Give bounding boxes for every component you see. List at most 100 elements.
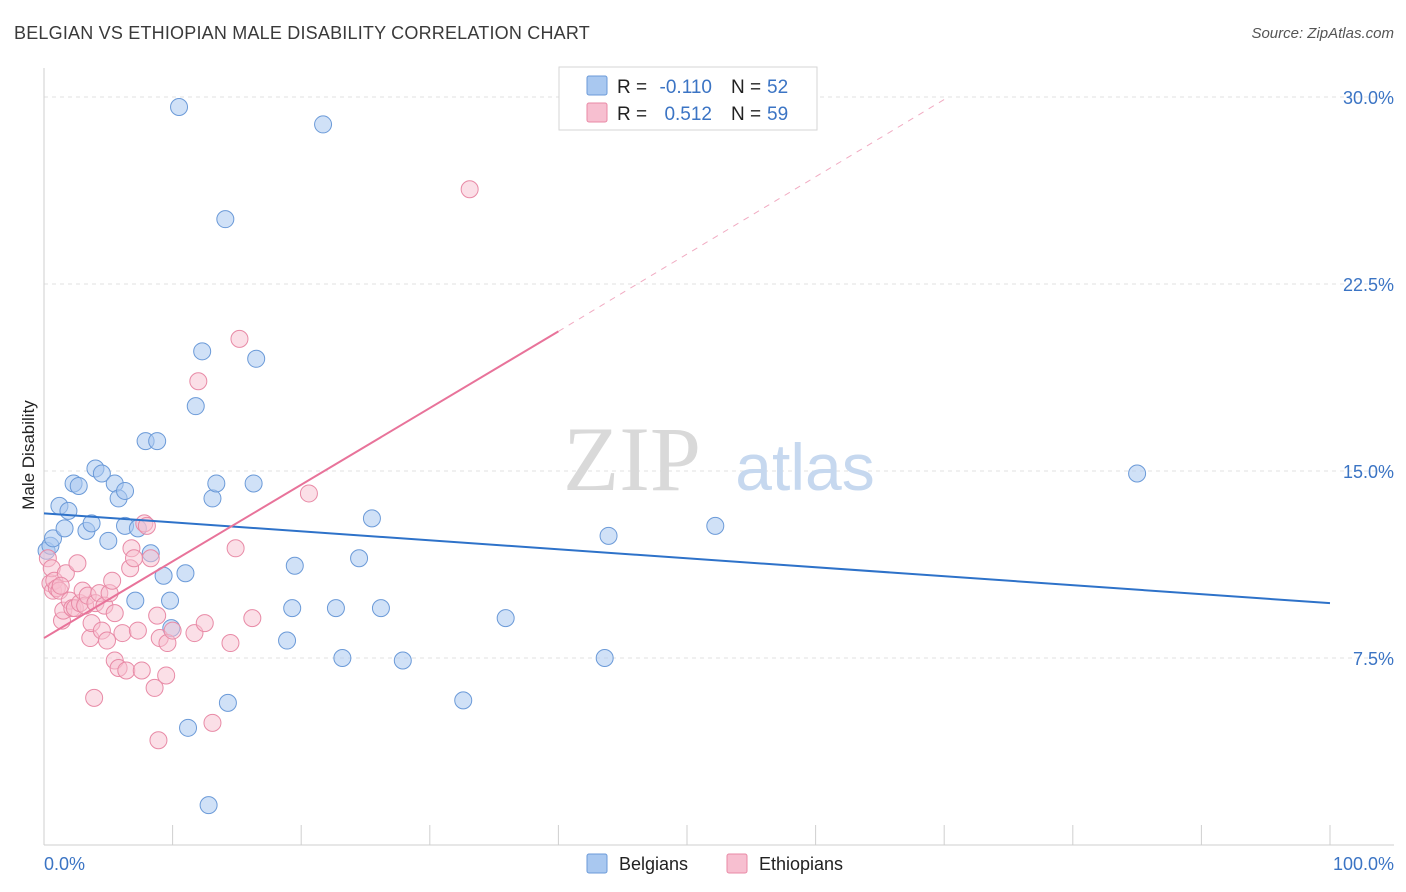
gridlines	[44, 96, 1394, 659]
legend-r-value-1: -0.110	[660, 77, 712, 98]
ethiopians-point	[98, 631, 117, 650]
ethiopians-point	[157, 666, 176, 685]
legend-r-label-1: R =	[617, 77, 647, 98]
ethiopians-trendline-extension	[558, 99, 945, 332]
ethiopians-point	[221, 634, 240, 653]
bottom-legend-ethiopians-label: Ethiopians	[759, 854, 843, 874]
belgians-point	[247, 349, 266, 368]
belgians-point	[599, 526, 618, 545]
belgians-point	[244, 474, 263, 493]
belgians-point	[496, 609, 515, 628]
belgians-point	[218, 693, 237, 712]
belgians-point	[350, 549, 369, 568]
ethiopians-point	[203, 713, 222, 732]
legend-n-label-1: N =	[731, 77, 761, 98]
belgians-point	[314, 115, 333, 134]
x-tick-label-max: 100.0%	[1333, 854, 1394, 874]
ethiopians-point	[230, 329, 249, 348]
belgians-point	[44, 529, 63, 548]
ethiopians-point	[128, 621, 147, 640]
ethiopians-points	[38, 180, 479, 750]
watermark: ZIP atlas	[563, 408, 875, 510]
belgians-points	[37, 97, 1147, 815]
belgians-point	[393, 651, 412, 670]
legend-n-label-2: N =	[731, 104, 761, 125]
ethiopians-point	[117, 661, 136, 680]
ethiopians-point	[51, 576, 70, 595]
belgians-point	[706, 516, 725, 535]
ethiopians-point	[141, 549, 160, 568]
belgians-point	[285, 556, 304, 575]
belgians-point	[179, 718, 198, 737]
y-tick-label: 15.0%	[1343, 462, 1394, 482]
belgians-point	[148, 432, 167, 451]
bottom-legend-belgians-label: Belgians	[619, 854, 688, 874]
belgians-point	[126, 591, 145, 610]
legend-n-value-1: 52	[767, 77, 788, 98]
x-tick-labels: 0.0% 100.0%	[44, 854, 1394, 874]
y-axis-title: Male Disability	[19, 400, 38, 510]
ethiopians-point	[163, 621, 182, 640]
belgians-point	[283, 599, 302, 618]
ethiopians-point	[149, 731, 168, 750]
axes	[43, 68, 1394, 846]
ethiopians-point	[299, 484, 318, 503]
legend-box: R = -0.110 N = 52 R = 0.512 N = 59	[558, 66, 818, 131]
ethiopians-point	[85, 688, 104, 707]
belgians-point	[454, 691, 473, 710]
belgians-point	[207, 474, 226, 493]
belgians-point	[333, 649, 352, 667]
y-tick-labels: 7.5% 15.0% 22.5% 30.0%	[1343, 88, 1394, 669]
ethiopians-trendline	[43, 330, 559, 639]
ethiopians-point	[460, 180, 479, 199]
y-tick-label: 22.5%	[1343, 275, 1394, 295]
y-tick-label: 30.0%	[1343, 88, 1394, 108]
legend-ethiopians-swatch	[586, 102, 608, 123]
ethiopians-point	[148, 606, 167, 625]
ethiopians-point	[103, 571, 122, 590]
belgians-point	[326, 599, 345, 618]
x-tick-label-min: 0.0%	[44, 854, 85, 874]
bottom-legend-belgians-swatch	[586, 853, 608, 874]
ethiopians-point	[68, 554, 87, 573]
belgians-point	[92, 464, 111, 483]
ethiopians-point	[195, 614, 214, 633]
chart-source: Source: ZipAtlas.com	[1251, 25, 1394, 42]
belgians-trendline	[43, 512, 1331, 605]
trendlines	[43, 99, 1331, 639]
belgians-point	[1128, 464, 1147, 483]
belgians-point	[193, 342, 212, 361]
belgians-point	[199, 796, 218, 815]
ethiopians-point	[105, 604, 124, 623]
bottom-legend-ethiopians-swatch	[726, 853, 748, 874]
ethiopians-point	[113, 624, 132, 643]
belgians-point	[371, 599, 390, 618]
belgians-point	[362, 509, 381, 528]
belgians-point	[278, 631, 297, 650]
belgians-point	[595, 649, 614, 667]
legend-r-value-2: 0.512	[664, 104, 712, 125]
ethiopians-point	[189, 372, 208, 391]
ethiopians-point	[145, 678, 164, 697]
bottom-legend: Belgians Ethiopians	[586, 853, 843, 874]
belgians-point	[176, 564, 195, 583]
belgians-point	[69, 476, 88, 495]
y-tick-label: 7.5%	[1353, 649, 1394, 669]
legend-n-value-2: 59	[767, 104, 788, 125]
belgians-point	[216, 210, 235, 229]
belgians-point	[116, 481, 135, 500]
belgians-point	[82, 514, 101, 533]
belgians-point	[203, 489, 222, 508]
belgians-point	[55, 519, 74, 538]
ethiopians-point	[243, 609, 262, 628]
belgians-point	[161, 591, 180, 610]
ethiopians-point	[226, 539, 245, 558]
chart-title: BELGIAN VS ETHIOPIAN MALE DISABILITY COR…	[14, 23, 590, 43]
watermark-atlas: atlas	[735, 430, 874, 504]
legend-r-label-2: R =	[617, 104, 647, 125]
ethiopians-point	[132, 661, 151, 680]
watermark-zip: ZIP	[563, 408, 701, 510]
belgians-point	[99, 531, 118, 550]
belgians-point	[186, 397, 205, 416]
